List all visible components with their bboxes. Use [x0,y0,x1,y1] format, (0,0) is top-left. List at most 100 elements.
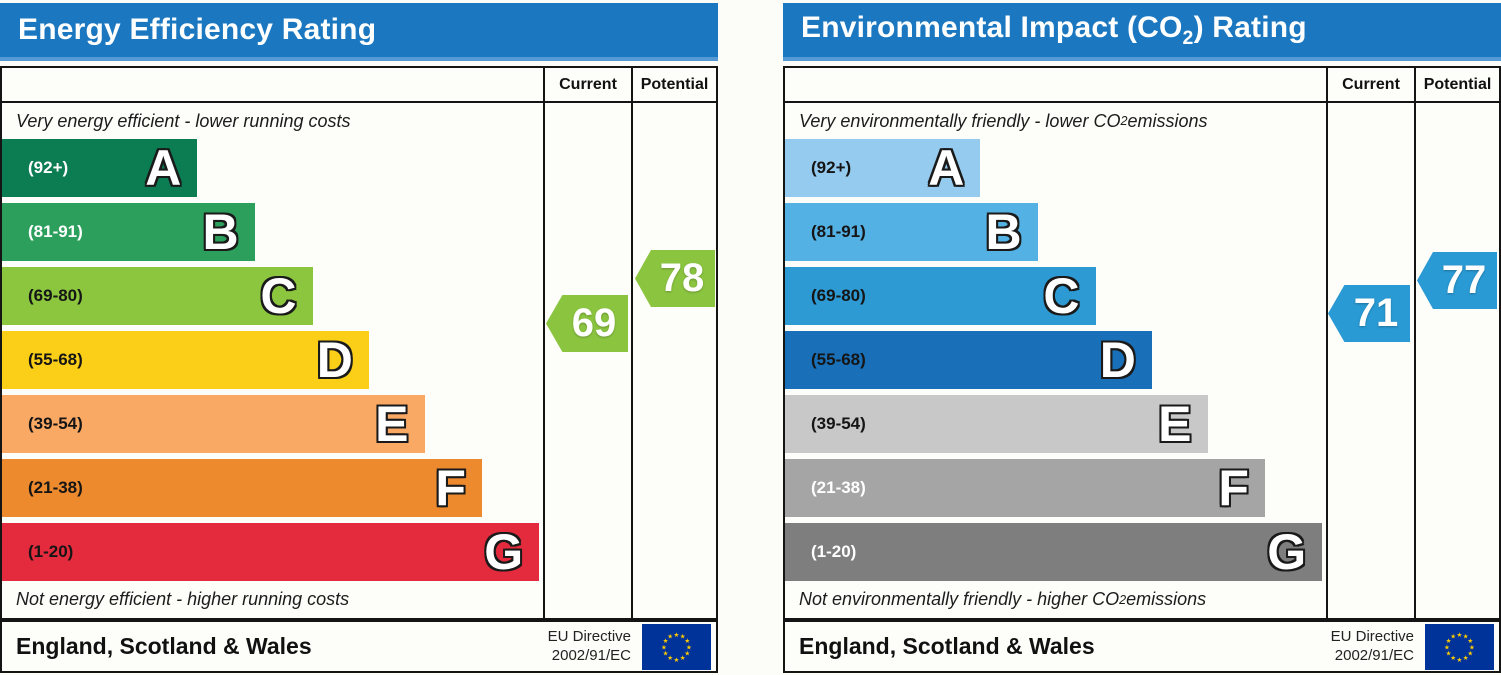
band-letter: C [1043,268,1080,324]
svg-text:★: ★ [661,643,667,651]
energy-efficiency-panel: Energy Efficiency Rating Very energy eff… [0,3,718,673]
band-column: Very environmentally friendly - lower CO… [785,68,1326,618]
energy-footer: England, Scotland & Wales EU Directive 2… [0,620,718,673]
svg-text:★: ★ [684,649,690,657]
band-column: Very energy efficient - lower running co… [2,68,543,618]
band-b: (81-91) B [785,203,1038,261]
band-c: (69-80) C [785,267,1096,325]
band-range: (1-20) [811,542,857,561]
svg-text:★: ★ [680,654,686,662]
energy-rating-chart: Very energy efficient - lower running co… [0,66,718,620]
band-f: (21-38) F [785,459,1265,517]
band-g: (1-20) G [785,523,1323,581]
current-column: Current [1326,68,1414,618]
note-post: emissions [1127,110,1208,131]
current-rating-value: 71 [1353,291,1399,335]
band-d: (55-68) D [785,331,1152,389]
band-letter: F [1218,460,1249,516]
band-range: (21-38) [811,478,866,497]
energy-title-bar: Energy Efficiency Rating [0,3,718,57]
bottom-note: Not environmentally friendly - higher CO… [785,581,1326,618]
title-underline [0,57,718,61]
band-letter: D [316,332,353,388]
potential-rating-value: 78 [659,256,705,300]
band-range: (39-54) [811,414,866,433]
band-a: (92+) A [785,139,981,197]
environmental-panel-title: Environmental Impact (CO2) Rating [801,11,1307,50]
current-rating-arrow: 69 [546,295,628,352]
band-letter: G [484,524,524,580]
svg-text:★: ★ [680,632,686,640]
band-letter: G [1267,524,1307,580]
potential-rating-arrow: 77 [1417,252,1497,309]
svg-text:★: ★ [1463,632,1469,640]
band-b: (81-91) B [2,203,255,261]
region-label: England, Scotland & Wales [16,633,312,659]
svg-text:★: ★ [663,649,669,657]
band-letter: F [435,460,466,516]
energy-panel-title: Energy Efficiency Rating [18,13,377,46]
band-letter: A [145,140,182,196]
eu-directive-line2: 2002/91/EC [551,646,631,664]
eu-directive-label: EU Directive 2002/91/EC [1331,628,1423,666]
potential-rating-value: 77 [1441,258,1487,302]
band-letter: B [985,204,1022,260]
svg-text:★: ★ [674,630,680,638]
band-f: (21-38) F [2,459,482,517]
band-letter: B [202,204,239,260]
potential-rating-arrow: 78 [635,250,715,307]
band-range: (69-80) [811,286,866,305]
main-header-cell [2,68,543,103]
potential-column: Potential [631,68,716,618]
environmental-title-bar: Environmental Impact (CO2) Rating [783,3,1501,57]
band-range: (1-20) [28,542,74,561]
svg-text:★: ★ [684,637,690,645]
svg-text:★: ★ [1467,649,1473,657]
band-range: (92+) [811,158,852,177]
title-subscript: 2 [1182,26,1194,49]
top-note: Very energy efficient - lower running co… [16,110,351,131]
title-pre: Environmental Impact (CO [801,10,1183,44]
band-range: (55-68) [811,350,866,369]
band-letter: D [1099,332,1136,388]
eu-directive-line2: 2002/91/EC [1334,646,1414,664]
band-letter: E [375,396,409,452]
band-range: (21-38) [28,478,83,497]
title-underline [783,57,1501,61]
eu-flag-icon: ★ ★ ★★ ★★ ★★ ★★ ★★ [642,623,711,670]
eu-directive-line1: EU Directive [547,627,631,645]
svg-text:★: ★ [667,654,673,662]
svg-text:★: ★ [1446,649,1452,657]
svg-text:★: ★ [1467,637,1473,645]
svg-text:★: ★ [1446,637,1452,645]
note-pre: Very environmentally friendly - lower CO [799,110,1121,131]
band-e: (39-54) E [2,395,425,453]
title-post: ) Rating [1193,10,1307,44]
band-e: (39-54) E [785,395,1208,453]
band-range: (92+) [28,158,69,177]
current-column-header: Current [1328,68,1414,103]
svg-text:★: ★ [1463,654,1469,662]
band-g: (1-20) G [2,523,540,581]
region-label: England, Scotland & Wales [799,633,1095,659]
note-pre: Not environmentally friendly - higher CO [799,589,1120,609]
svg-text:★: ★ [667,632,673,640]
svg-text:★: ★ [1450,654,1456,662]
band-range: (81-91) [811,222,866,241]
bottom-note: Not energy efficient - higher running co… [16,589,350,609]
svg-text:★: ★ [1457,655,1463,663]
current-column: Current [543,68,631,618]
main-header-cell [785,68,1326,103]
band-a: (92+) A [2,139,198,197]
current-rating-value: 69 [571,301,617,345]
potential-column: Potential [1414,68,1499,618]
potential-column-header: Potential [633,68,716,103]
eu-directive-label: EU Directive 2002/91/EC [548,628,640,666]
band-range: (81-91) [28,222,83,241]
band-letter: C [260,268,297,324]
rating-bands: (92+) A (81-91) B (69-80) C (55-68) D [785,139,1326,581]
band-range: (55-68) [28,350,83,369]
svg-text:★: ★ [1457,630,1463,638]
environmental-footer: England, Scotland & Wales EU Directive 2… [783,620,1501,673]
